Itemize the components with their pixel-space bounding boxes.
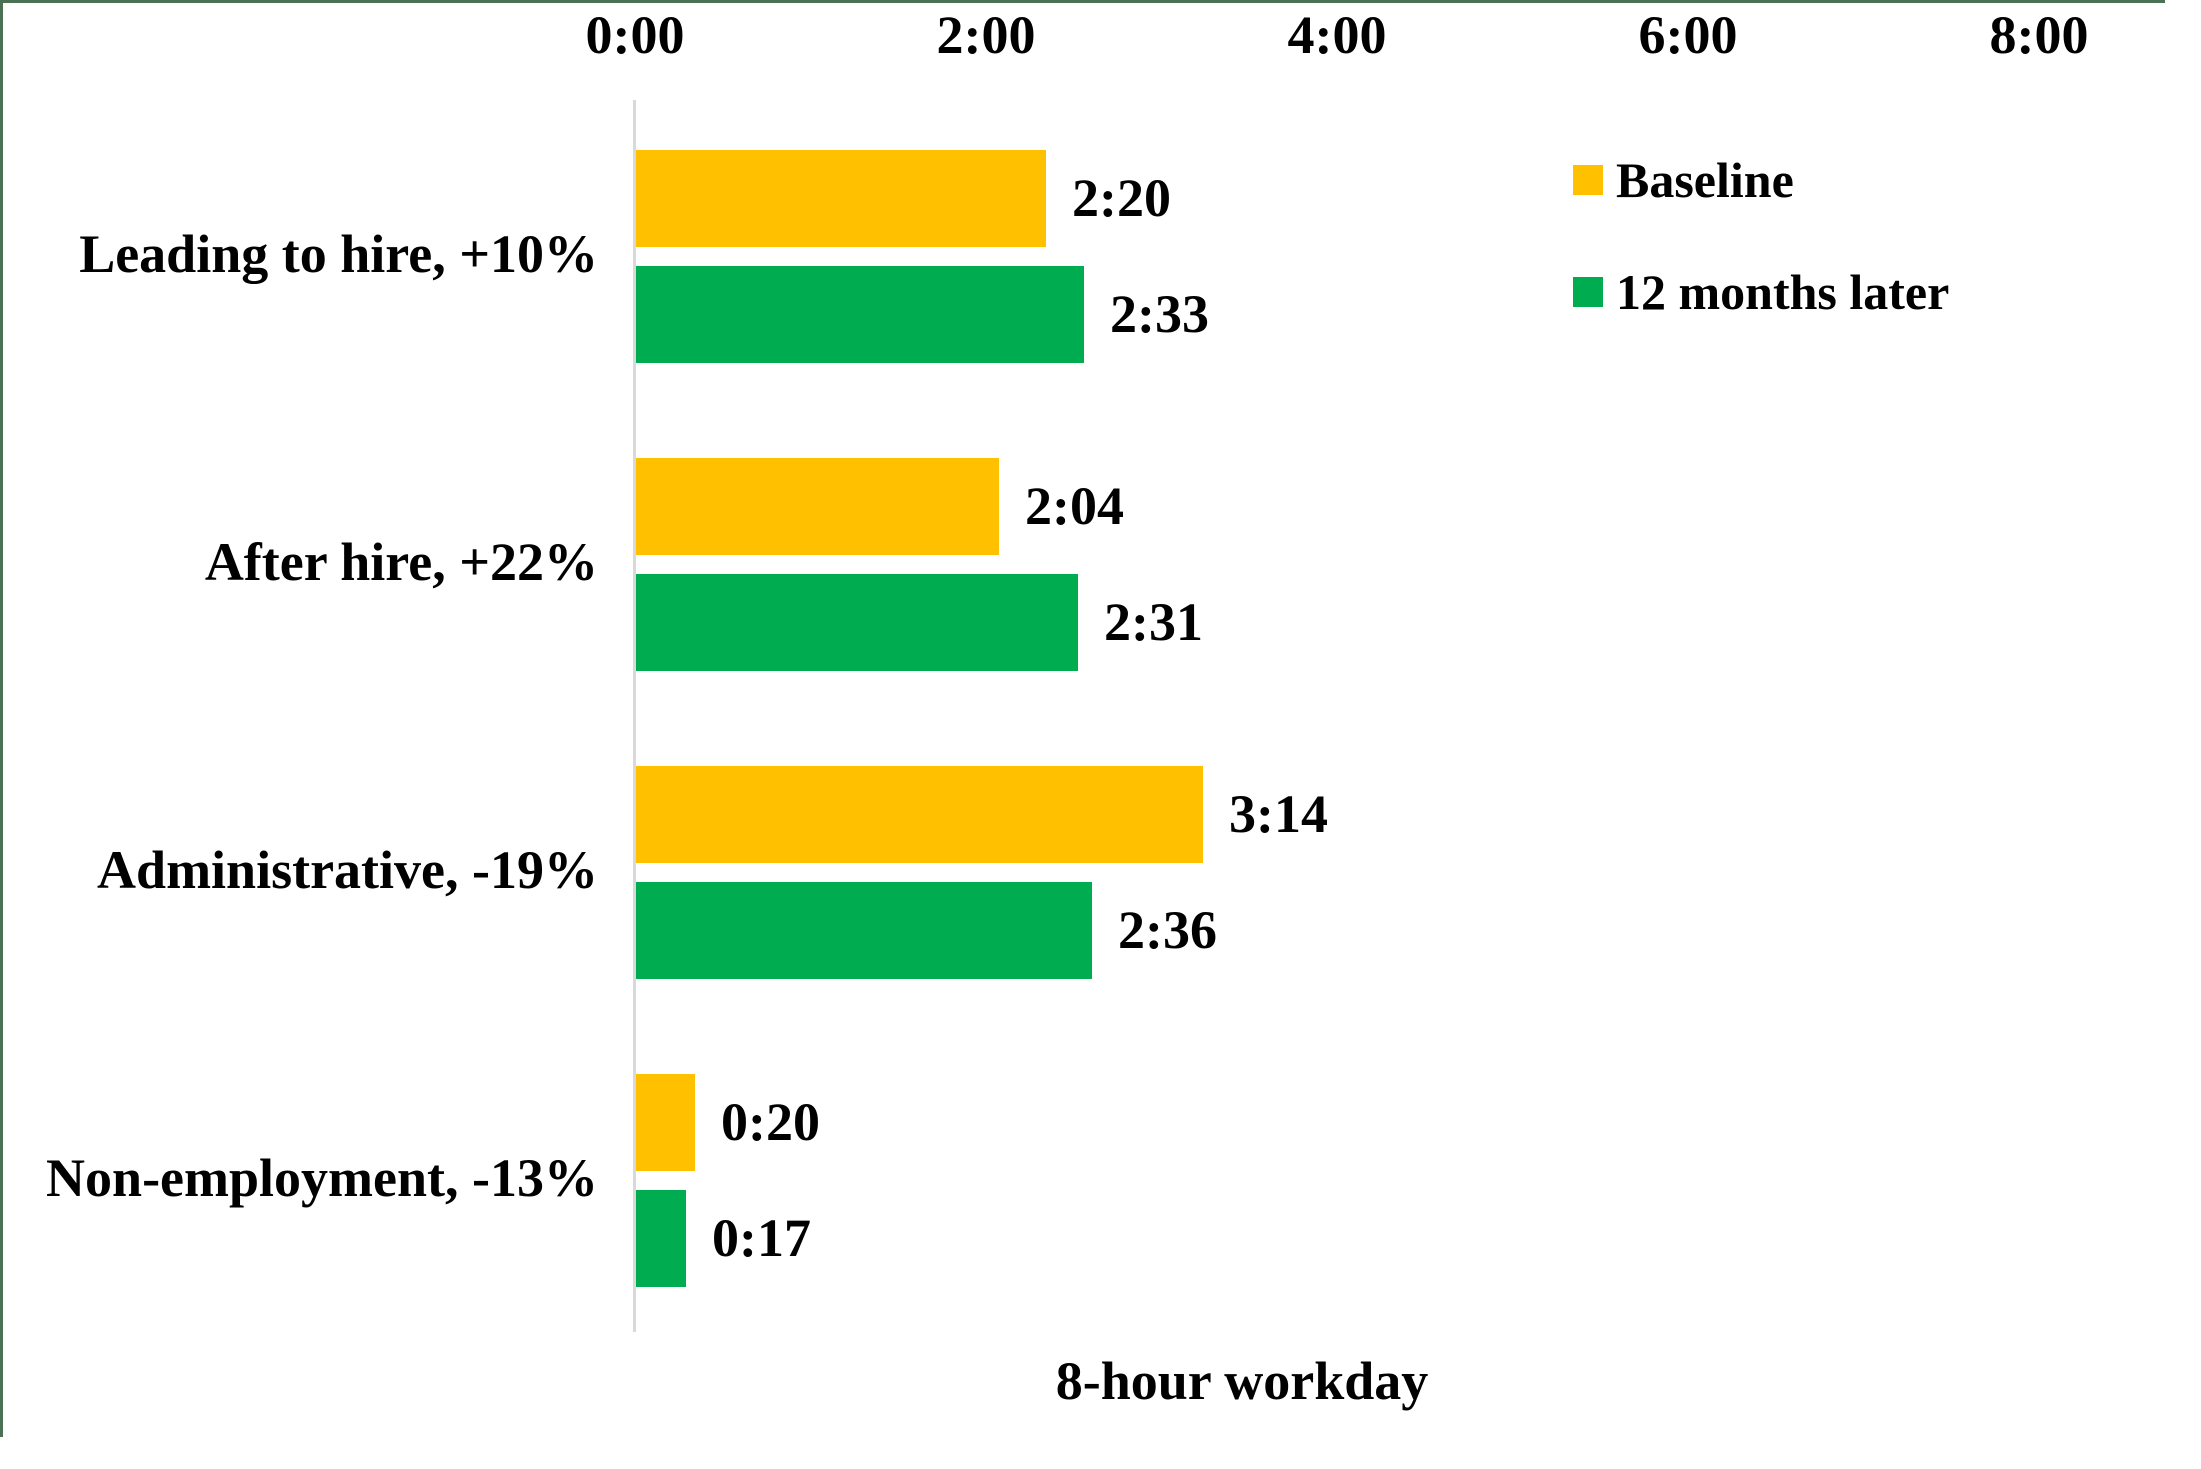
twelve-months-bar	[636, 574, 1078, 671]
bar-value-label: 0:17	[712, 1208, 811, 1268]
category-label: Leading to hire, +10%	[79, 224, 598, 284]
category-axis-line	[633, 100, 636, 1332]
category-label: Administrative, -19%	[97, 840, 598, 900]
twelve-months-bar	[636, 1190, 686, 1287]
category-label: Non-employment, -13%	[46, 1148, 598, 1208]
twelve-months-bar	[636, 266, 1084, 363]
baseline-bar	[636, 766, 1203, 863]
legend: Baseline 12 months later	[1573, 148, 1949, 372]
legend-item-12-months-later: 12 months later	[1573, 260, 1949, 324]
bar-value-label: 2:36	[1118, 900, 1217, 960]
bar-value-label: 2:20	[1072, 168, 1171, 228]
x-axis-tick: 0:00	[585, 5, 685, 65]
bar-value-label: 0:20	[721, 1092, 820, 1152]
legend-label-baseline: Baseline	[1616, 152, 1794, 208]
x-axis-tick: 4:00	[1287, 5, 1387, 65]
x-axis-tick: 8:00	[1989, 5, 2089, 65]
baseline-bar	[636, 458, 999, 555]
category-label: After hire, +22%	[204, 532, 598, 592]
legend-label-12-months-later: 12 months later	[1616, 264, 1950, 320]
baseline-bar	[636, 150, 1046, 247]
bar-value-label: 2:33	[1110, 284, 1209, 344]
x-axis-title: 8-hour workday	[1055, 1351, 1429, 1411]
legend-item-baseline: Baseline	[1573, 148, 1949, 212]
bar-value-label: 3:14	[1229, 784, 1328, 844]
x-axis-tick: 6:00	[1638, 5, 1738, 65]
x-axis-tick: 2:00	[936, 5, 1036, 65]
baseline-swatch-icon	[1573, 165, 1603, 195]
baseline-bar	[636, 1074, 695, 1171]
twelve-months-swatch-icon	[1573, 277, 1603, 307]
bar-value-label: 2:31	[1104, 592, 1203, 652]
twelve-months-bar	[636, 882, 1092, 979]
bar-value-label: 2:04	[1025, 476, 1124, 536]
